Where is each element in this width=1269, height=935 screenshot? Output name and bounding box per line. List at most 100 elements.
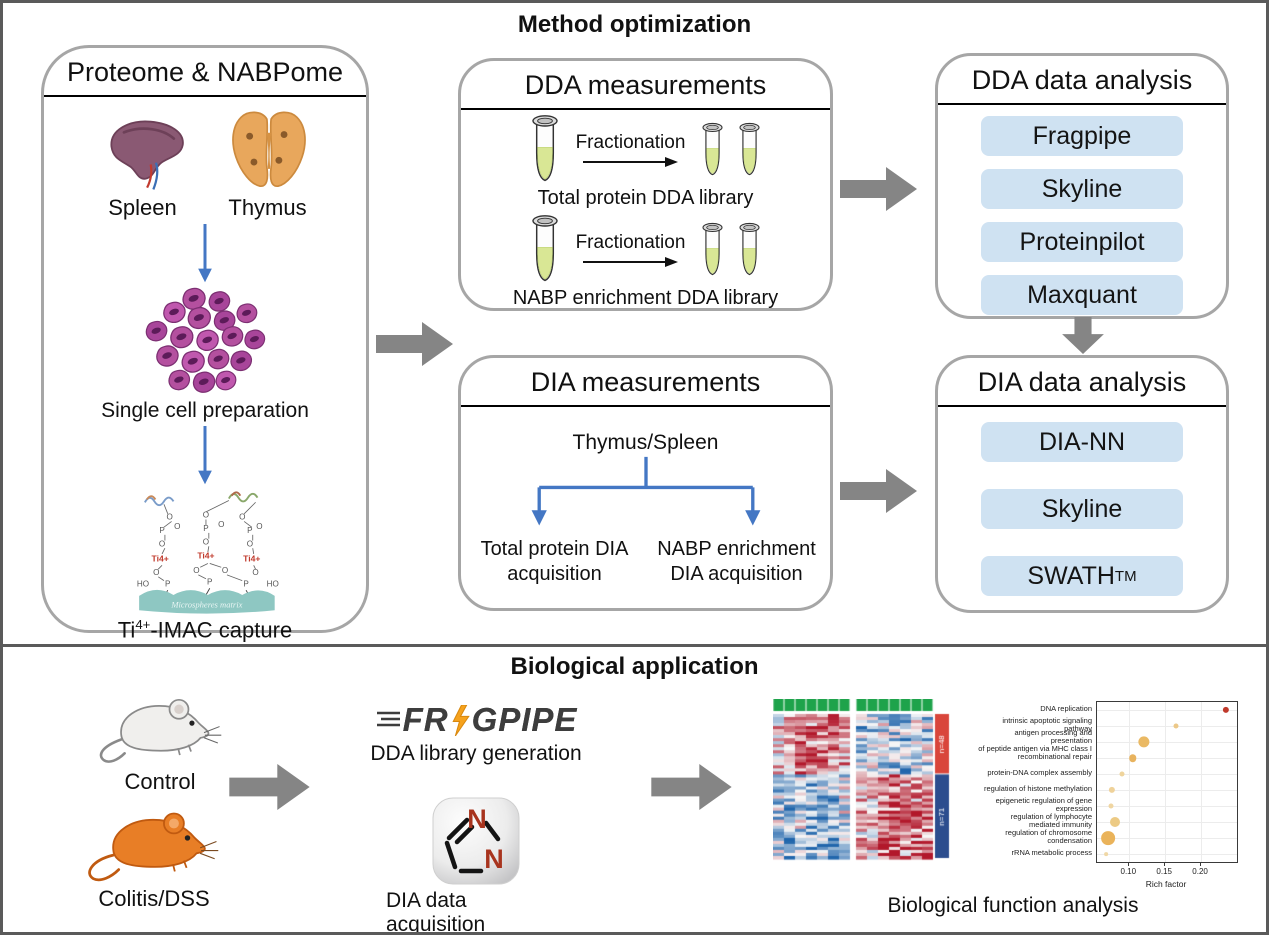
cell-cluster-icon xyxy=(145,287,266,393)
nabp-enrichment-dda-caption: NABP enrichment DDA library xyxy=(512,287,779,309)
colitis-mouse-figure: Colitis/DSS xyxy=(65,799,243,912)
dotplot-axis-tick: 0.20 xyxy=(1192,867,1208,876)
dia-tool-list: DIA-NN Skyline SWATH TM xyxy=(981,407,1183,596)
panel-title-rule xyxy=(461,405,830,407)
panel-proteome-nabpome: Proteome & NABPome Spleen xyxy=(41,45,369,642)
dotplot-point xyxy=(1109,817,1120,827)
svg-text:O: O xyxy=(218,520,224,529)
fractionation-label: Fractionation xyxy=(575,231,686,253)
svg-text:O: O xyxy=(256,522,262,531)
tool-fragpipe: Fragpipe xyxy=(981,116,1183,156)
fraction-tube-icon xyxy=(699,222,726,279)
fragpipe-logo: FR GPIPE xyxy=(375,701,578,739)
fractionation-step: Fractionation xyxy=(576,132,685,169)
colitis-dss-label: Colitis/DSS xyxy=(98,886,210,911)
thymus-label: Thymus xyxy=(228,195,307,220)
single-cell-label: Single cell preparation xyxy=(101,399,309,422)
svg-text:P: P xyxy=(159,526,164,535)
svg-text:O: O xyxy=(167,513,173,522)
dda-tool-list: Fragpipe Skyline Proteinpilot Maxquant xyxy=(981,105,1183,315)
dotplot-point xyxy=(1108,786,1116,794)
dotplot-plot-area xyxy=(1096,701,1238,863)
fragpipe-figure: FR GPIPE DDA library generation xyxy=(366,701,586,766)
flow-arrow-right-icon xyxy=(839,468,919,514)
branch-arrows-icon xyxy=(531,456,760,526)
total-protein-dda-caption: Total protein DDA library xyxy=(537,187,754,209)
dotplot-term-label: intrinsic apoptotic signaling pathway xyxy=(1002,716,1092,733)
panel-title-dia-measurements: DIA measurements xyxy=(530,367,761,397)
panel-title-dda-measurements: DDA measurements xyxy=(524,70,767,100)
control-mouse-icon xyxy=(99,698,222,763)
right-arrow-icon xyxy=(582,156,678,167)
panel-title-dia-analysis: DIA data analysis xyxy=(977,367,1187,397)
dda-library-generation-caption: DDA library generation xyxy=(370,742,582,765)
svg-text:O: O xyxy=(193,566,199,575)
fraction-tubes xyxy=(699,122,763,179)
fraction-tube-icon xyxy=(736,122,763,179)
organ-labels: Spleen Thymus xyxy=(80,195,330,221)
svg-text:Ti4+: Ti4+ xyxy=(197,551,214,561)
fraction-tubes xyxy=(699,222,763,279)
flow-arrow-right-icon xyxy=(839,166,919,212)
proteome-panel-body: Spleen Thymus Single cell preparation xyxy=(80,97,330,643)
flow-arrow-right-icon xyxy=(227,763,313,811)
method-optimization-title: Method optimization xyxy=(517,11,752,38)
dotplot-point xyxy=(1223,706,1230,714)
fragpipe-logo-text: GPIPE xyxy=(471,701,578,738)
panel-title-rule xyxy=(938,405,1226,407)
control-label: Control xyxy=(124,769,196,794)
panel-dda-data-analysis: DDA data analysis Fragpipe Skyline Prote… xyxy=(935,53,1229,319)
svg-text:O: O xyxy=(203,511,209,520)
dotplot-xaxis-label: Rich factor xyxy=(1145,879,1187,889)
nabp-row: Fractionation xyxy=(528,214,764,286)
svg-text:O: O xyxy=(239,513,245,522)
svg-text:O: O xyxy=(174,522,180,531)
dotplot-term-labels: DNA replication intrinsic apoptotic signa… xyxy=(978,701,1092,861)
fraction-tube-icon xyxy=(736,222,763,279)
svg-text:N: N xyxy=(484,844,504,874)
panel-title-rule xyxy=(461,108,830,110)
ti-imac-capture-label: Ti4+-IMAC capture xyxy=(117,617,293,643)
svg-text:P: P xyxy=(207,577,212,586)
dotplot-point xyxy=(1100,831,1115,845)
dotplot-term-label: regulation of histone methylation xyxy=(984,784,1092,793)
panel-title-rule xyxy=(44,95,366,97)
svg-text:O: O xyxy=(252,568,258,577)
dotplot-point xyxy=(1138,736,1150,748)
go-enrichment-dotplot: DNA replication intrinsic apoptotic signa… xyxy=(978,695,1263,895)
panel-dia-measurements: DIA measurements Thymus/Spleen Total pro… xyxy=(458,355,833,611)
thymus-spleen-label: Thymus/Spleen xyxy=(572,431,719,454)
lightning-bolt-icon xyxy=(451,704,470,736)
diann-figure: N N DIA data acquisition xyxy=(386,796,566,935)
total-protein-dia-label: Total protein DIA acquisition xyxy=(480,538,629,585)
total-protein-row: Fractionation xyxy=(528,114,764,186)
svg-text:O: O xyxy=(247,539,253,548)
tool-skyline: Skyline xyxy=(981,489,1183,529)
spleen-label: Spleen xyxy=(108,195,177,220)
dotplot-term-label: regulation of lymphocyte mediated immuni… xyxy=(1010,812,1092,829)
tool-skyline: Skyline xyxy=(981,169,1183,209)
control-mouse-figure: Control xyxy=(81,686,239,795)
dia-data-acquisition-caption: DIA data acquisition xyxy=(386,889,486,935)
dotplot-term-label: regulation of chromosome condensation xyxy=(1005,828,1092,845)
panel-dda-measurements: DDA measurements Fractionation Total pro… xyxy=(458,58,833,311)
organ-illustrations xyxy=(93,107,317,193)
panel-title-rule xyxy=(938,103,1226,105)
sample-tube-icon xyxy=(528,214,562,286)
dotplot-point xyxy=(1129,754,1137,762)
svg-text:HO: HO xyxy=(137,579,149,588)
right-arrow-icon xyxy=(582,256,678,267)
dotplot-point xyxy=(1108,803,1114,809)
svg-text:P: P xyxy=(243,579,248,588)
dotplot-term-label: rRNA metabolic process xyxy=(1011,848,1092,857)
svg-text:P: P xyxy=(165,579,170,588)
dotplot-axis-tick: 0.10 xyxy=(1120,867,1137,876)
down-arrow-icon xyxy=(194,426,216,486)
fragpipe-logo-text: FR xyxy=(402,701,449,738)
svg-text:Ti4+: Ti4+ xyxy=(152,554,169,564)
svg-text:Microspheres matrix: Microspheres matrix xyxy=(170,599,242,609)
svg-text:P: P xyxy=(247,526,252,535)
tool-swath: SWATH TM xyxy=(981,556,1183,596)
fraction-tube-icon xyxy=(699,122,726,179)
tool-maxquant: Maxquant xyxy=(981,275,1183,315)
